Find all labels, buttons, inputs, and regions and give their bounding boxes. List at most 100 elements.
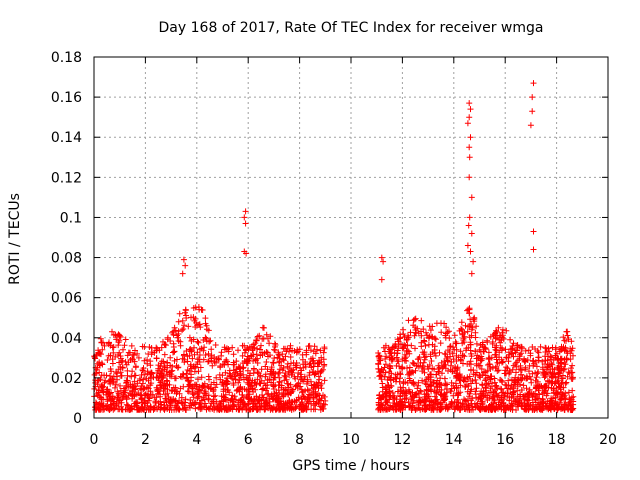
data-point xyxy=(214,404,221,411)
data-point xyxy=(397,402,403,409)
data-point xyxy=(131,392,138,399)
data-point xyxy=(433,320,440,327)
data-point xyxy=(202,334,209,341)
data-point xyxy=(379,380,386,387)
data-point xyxy=(415,379,422,386)
data-point xyxy=(507,406,514,413)
data-point xyxy=(563,348,570,355)
data-point xyxy=(315,399,322,405)
data-point xyxy=(408,396,415,403)
data-point xyxy=(496,354,503,361)
data-point xyxy=(100,339,106,346)
data-point xyxy=(122,387,129,394)
data-point xyxy=(447,388,454,394)
data-point xyxy=(558,355,565,362)
data-point xyxy=(222,386,229,393)
data-point xyxy=(286,365,293,371)
y-tick-label: 0.18 xyxy=(51,50,82,66)
data-point xyxy=(524,357,531,363)
data-point xyxy=(138,386,145,393)
data-point xyxy=(230,351,237,358)
data-point xyxy=(178,394,185,401)
data-point xyxy=(276,406,282,413)
data-point xyxy=(533,363,540,370)
data-point xyxy=(262,396,269,403)
data-point xyxy=(199,307,206,313)
data-point xyxy=(527,352,534,359)
data-point xyxy=(534,370,541,377)
data-point xyxy=(382,388,389,395)
data-point xyxy=(456,406,463,413)
data-point xyxy=(390,403,396,410)
data-point xyxy=(570,352,576,359)
data-point xyxy=(559,379,566,386)
data-point xyxy=(529,108,536,115)
data-point xyxy=(489,339,496,345)
data-point xyxy=(518,387,525,393)
data-point xyxy=(107,352,114,359)
data-point xyxy=(242,208,249,215)
data-point xyxy=(187,361,194,368)
data-point xyxy=(427,397,433,404)
data-point xyxy=(503,327,510,334)
data-point xyxy=(248,397,255,404)
data-point xyxy=(552,379,559,386)
data-point xyxy=(427,383,433,390)
data-point xyxy=(466,390,473,397)
data-point xyxy=(208,381,215,388)
data-point xyxy=(174,356,180,363)
data-point xyxy=(492,351,499,358)
data-point xyxy=(437,406,444,413)
data-point xyxy=(404,380,411,386)
data-point xyxy=(257,403,264,410)
data-point xyxy=(464,328,471,335)
data-point xyxy=(555,373,562,380)
data-point xyxy=(535,387,542,394)
data-point xyxy=(142,400,149,407)
data-point xyxy=(437,400,444,407)
data-point xyxy=(233,387,240,394)
data-point xyxy=(210,393,217,400)
data-point xyxy=(529,370,536,377)
data-point xyxy=(189,390,196,396)
data-point xyxy=(419,377,426,384)
data-point xyxy=(266,340,273,347)
data-point xyxy=(490,388,497,395)
data-point xyxy=(395,388,402,395)
data-point xyxy=(283,376,290,383)
data-point xyxy=(443,403,450,410)
data-point xyxy=(98,394,105,401)
data-point xyxy=(503,370,510,377)
data-point xyxy=(182,309,188,316)
data-point xyxy=(390,396,396,403)
data-point xyxy=(198,374,205,381)
data-point xyxy=(125,402,132,409)
data-point xyxy=(462,322,469,329)
data-point xyxy=(181,359,188,366)
data-point xyxy=(486,361,493,367)
data-point xyxy=(139,343,146,350)
data-point xyxy=(317,406,324,413)
data-point xyxy=(179,374,185,381)
data-point xyxy=(288,360,294,367)
data-point xyxy=(453,373,459,380)
data-point xyxy=(453,399,460,405)
data-point xyxy=(167,397,174,404)
data-point xyxy=(124,367,131,374)
data-point xyxy=(502,367,509,374)
x-tick-label: 0 xyxy=(90,432,99,448)
data-point xyxy=(393,362,400,369)
data-point xyxy=(276,369,283,376)
data-point xyxy=(403,354,409,361)
data-point xyxy=(418,328,424,335)
data-point xyxy=(162,391,169,398)
y-tick-label: 0.04 xyxy=(51,331,82,347)
data-point xyxy=(312,350,319,357)
data-point xyxy=(171,375,178,382)
data-point xyxy=(244,358,250,365)
data-point xyxy=(523,385,530,392)
data-point xyxy=(466,323,473,330)
data-point xyxy=(525,347,532,354)
data-point xyxy=(502,346,509,353)
data-point xyxy=(106,340,112,346)
